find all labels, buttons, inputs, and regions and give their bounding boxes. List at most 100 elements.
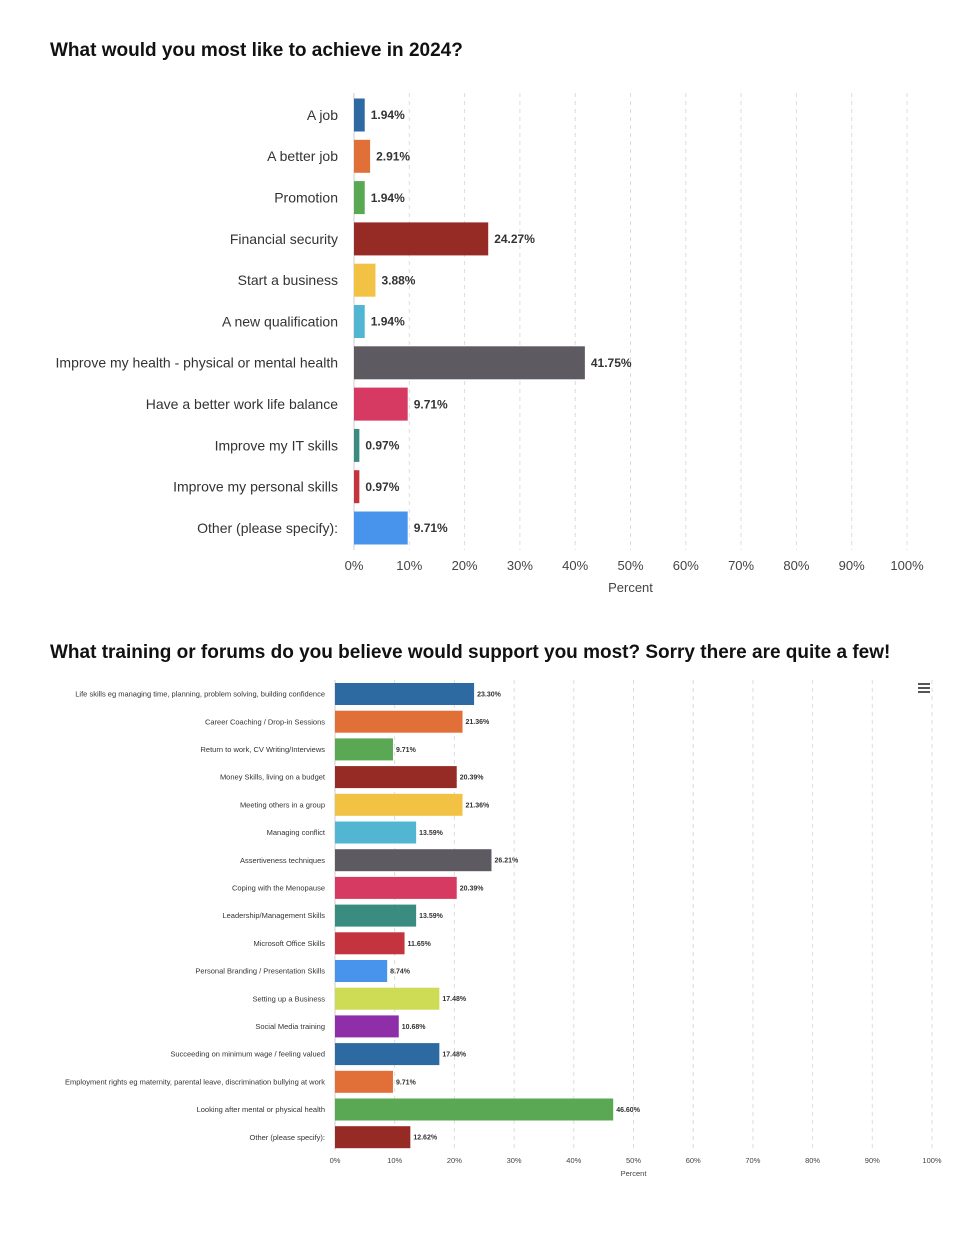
- data-label: 13.59%: [419, 830, 444, 837]
- bar[interactable]: [335, 766, 457, 789]
- data-label: 41.75%: [591, 356, 632, 370]
- category-label: Employment rights eg maternity, parental…: [65, 1077, 325, 1086]
- bar[interactable]: [335, 710, 463, 733]
- bar[interactable]: [335, 738, 393, 761]
- category-label: Meeting others in a group: [240, 800, 325, 809]
- bar[interactable]: [354, 139, 371, 173]
- x-tick-label: 100%: [922, 1156, 942, 1165]
- x-tick-label: 30%: [507, 1156, 522, 1165]
- data-label: 9.71%: [414, 397, 448, 411]
- x-tick-label: 90%: [865, 1156, 880, 1165]
- category-label: Money Skills, living on a budget: [220, 773, 326, 782]
- x-tick-label: 90%: [839, 558, 865, 573]
- category-label: Career Coaching / Drop-in Sessions: [205, 717, 325, 726]
- bar[interactable]: [335, 987, 440, 1010]
- data-label: 9.71%: [414, 521, 448, 535]
- data-label: 17.48%: [442, 996, 467, 1003]
- x-tick-label: 40%: [566, 1156, 581, 1165]
- category-label: Managing conflict: [267, 828, 326, 837]
- bar[interactable]: [335, 1043, 440, 1066]
- chart-1-title: What would you most like to achieve in 2…: [50, 40, 463, 61]
- x-tick-label: 60%: [673, 558, 699, 573]
- bar[interactable]: [354, 346, 585, 380]
- bar[interactable]: [335, 876, 457, 899]
- bar[interactable]: [354, 181, 365, 215]
- hamburger-menu-icon[interactable]: [918, 683, 930, 693]
- category-label: Financial security: [230, 231, 338, 247]
- category-label: Life skills eg managing time, planning, …: [75, 690, 325, 699]
- x-axis-title: Percent: [621, 1169, 648, 1178]
- data-label: 20.39%: [460, 885, 485, 892]
- x-tick-label: 50%: [617, 558, 643, 573]
- bar[interactable]: [354, 222, 489, 256]
- data-label: 12.62%: [413, 1135, 438, 1142]
- category-label: A new qualification: [222, 313, 338, 329]
- x-tick-label: 80%: [805, 1156, 820, 1165]
- x-tick-label: 40%: [562, 558, 588, 573]
- category-label: Succeeding on minimum wage / feeling val…: [170, 1050, 325, 1059]
- bar[interactable]: [335, 1126, 411, 1149]
- x-tick-label: 10%: [396, 558, 422, 573]
- bar[interactable]: [354, 428, 360, 462]
- bar[interactable]: [354, 305, 365, 338]
- data-label: 23.30%: [477, 691, 502, 698]
- bar[interactable]: [335, 683, 475, 705]
- data-label: 8.74%: [390, 968, 411, 975]
- x-tick-label: 30%: [507, 558, 533, 573]
- data-label: 0.97%: [365, 480, 399, 494]
- category-label: Other (please specify):: [250, 1133, 325, 1142]
- data-label: 13.59%: [419, 913, 444, 920]
- x-tick-label: 80%: [783, 558, 809, 573]
- bar[interactable]: [335, 793, 463, 816]
- x-tick-label: 10%: [387, 1156, 402, 1165]
- bar[interactable]: [335, 904, 417, 927]
- data-label: 26.21%: [494, 858, 519, 865]
- bar[interactable]: [335, 1015, 399, 1038]
- data-label: 20.39%: [460, 775, 485, 782]
- bar[interactable]: [354, 387, 408, 421]
- bar[interactable]: [354, 511, 408, 545]
- bar[interactable]: [335, 1098, 614, 1121]
- category-label: Improve my health - physical or mental h…: [56, 355, 338, 371]
- category-label: Setting up a Business: [252, 994, 325, 1003]
- bar[interactable]: [354, 98, 365, 132]
- category-label: Coping with the Menopause: [232, 884, 325, 893]
- data-label: 46.60%: [616, 1107, 641, 1114]
- x-tick-label: 0%: [330, 1156, 341, 1165]
- data-label: 1.94%: [371, 191, 405, 205]
- bar[interactable]: [335, 821, 417, 844]
- data-label: 17.48%: [442, 1052, 467, 1059]
- category-label: Return to work, CV Writing/Interviews: [201, 745, 326, 754]
- data-label: 9.71%: [396, 1079, 417, 1086]
- bar[interactable]: [335, 849, 492, 872]
- category-label: A job: [307, 107, 338, 123]
- data-label: 3.88%: [381, 273, 415, 287]
- data-label: 1.94%: [371, 315, 405, 329]
- x-tick-label: 60%: [686, 1156, 701, 1165]
- data-label: 9.71%: [396, 747, 417, 754]
- data-label: 10.68%: [402, 1024, 427, 1031]
- category-label: Personal Branding / Presentation Skills: [195, 967, 325, 976]
- x-tick-label: 50%: [626, 1156, 641, 1165]
- x-tick-label: 20%: [452, 558, 478, 573]
- bar[interactable]: [335, 932, 405, 955]
- bar[interactable]: [335, 960, 388, 982]
- x-axis-title: Percent: [608, 580, 653, 595]
- category-label: Leadership/Management Skills: [222, 911, 325, 920]
- bar[interactable]: [335, 1070, 393, 1093]
- data-label: 1.94%: [371, 108, 405, 122]
- category-label: Improve my IT skills: [215, 437, 338, 453]
- category-label: Have a better work life balance: [146, 396, 338, 412]
- category-label: Improve my personal skills: [173, 479, 338, 495]
- category-label: Microsoft Office Skills: [253, 939, 325, 948]
- category-label: Start a business: [238, 272, 338, 288]
- x-tick-label: 70%: [728, 558, 754, 573]
- bar[interactable]: [354, 263, 376, 297]
- data-label: 24.27%: [494, 232, 535, 246]
- x-tick-label: 20%: [447, 1156, 462, 1165]
- bar[interactable]: [354, 470, 360, 504]
- chart-2-title: What training or forums do you believe w…: [50, 642, 891, 663]
- category-label: Social Media training: [255, 1022, 325, 1031]
- category-label: Promotion: [274, 190, 338, 206]
